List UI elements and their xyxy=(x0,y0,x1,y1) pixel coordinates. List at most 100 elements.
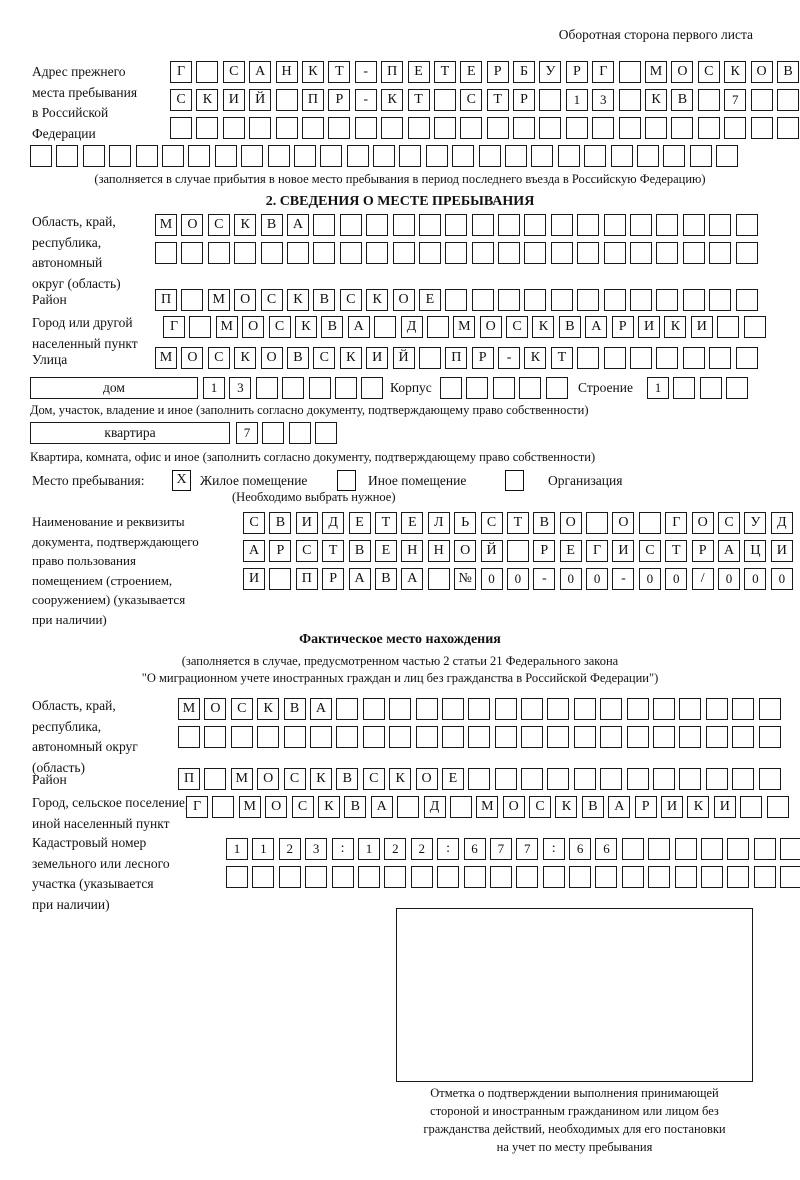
region-r2-cell-23[interactable] xyxy=(735,242,758,264)
actual-region-r2-cell-7[interactable] xyxy=(336,726,359,748)
region-r1-cell-6[interactable]: А xyxy=(286,214,309,236)
district-cell-9[interactable]: К xyxy=(366,289,389,311)
city-cell-11[interactable] xyxy=(426,316,449,338)
region-r1-cell-2[interactable]: О xyxy=(181,214,204,236)
district-cell-12[interactable] xyxy=(445,289,468,311)
prev-address-r3-cell-4[interactable] xyxy=(249,117,272,139)
actual-region-r1-cell-12[interactable] xyxy=(468,698,491,720)
street-cell-11[interactable] xyxy=(418,347,441,369)
actual-region-r1-cell-3[interactable]: С xyxy=(230,698,253,720)
region-r1-cell-3[interactable]: С xyxy=(207,214,230,236)
actual-settlement-cell-2[interactable] xyxy=(212,796,235,818)
actual-district-cell-2[interactable] xyxy=(204,768,227,790)
street-cell-19[interactable] xyxy=(630,347,653,369)
document-r1-cell-3[interactable]: И xyxy=(295,512,318,534)
region-r1-cell-4[interactable]: К xyxy=(234,214,257,236)
street-cell-7[interactable]: С xyxy=(313,347,336,369)
actual-settlement-cell-6[interactable]: К xyxy=(317,796,340,818)
actual-region-r1-cell-6[interactable]: А xyxy=(309,698,332,720)
region-r1-cell-1[interactable]: М xyxy=(155,214,177,236)
prev-address-r4-cell-13[interactable] xyxy=(346,145,369,167)
document-r2-cell-19[interactable]: А xyxy=(718,540,741,562)
document-r3-cell-17[interactable]: 0 xyxy=(665,568,688,590)
document-r2-cell-21[interactable]: И xyxy=(770,540,793,562)
prev-address-r3-cell-11[interactable] xyxy=(433,117,456,139)
stroenie-cell-4[interactable] xyxy=(726,377,749,399)
prev-address-r2-cell-17[interactable]: 3 xyxy=(592,89,615,111)
prev-address-r1-cell-1[interactable]: Г xyxy=(170,61,192,83)
document-r2-cell-3[interactable]: С xyxy=(295,540,318,562)
actual-region-r2-cell-4[interactable] xyxy=(257,726,280,748)
prev-address-r4-cell-4[interactable] xyxy=(109,145,132,167)
prev-address-r2-cell-20[interactable]: В xyxy=(671,89,694,111)
cadastral-r2-cell-3[interactable] xyxy=(278,866,301,888)
house-cell-4[interactable] xyxy=(282,377,305,399)
region-r1-cell-19[interactable] xyxy=(630,214,653,236)
prev-address-r4-cell-25[interactable] xyxy=(663,145,686,167)
prev-address-r1-cell-19[interactable]: М xyxy=(645,61,668,83)
city-cell-13[interactable]: О xyxy=(479,316,502,338)
document-r3-cell-9[interactable]: № xyxy=(454,568,477,590)
document-r1-cell-17[interactable]: Г xyxy=(665,512,688,534)
prev-address-r4-cell-6[interactable] xyxy=(161,145,184,167)
prev-address-r2-cell-2[interactable]: К xyxy=(196,89,219,111)
region-r2-cell-4[interactable] xyxy=(234,242,257,264)
prev-address-r2-cell-10[interactable]: Т xyxy=(407,89,430,111)
actual-region-r2-cell-17[interactable] xyxy=(600,726,623,748)
prev-address-r2-cell-18[interactable] xyxy=(618,89,641,111)
actual-district-cell-7[interactable]: В xyxy=(336,768,359,790)
document-r3-cell-16[interactable]: 0 xyxy=(638,568,661,590)
prev-address-r3-cell-23[interactable] xyxy=(750,117,773,139)
district-cell-1[interactable]: П xyxy=(155,289,177,311)
street-cell-16[interactable]: Т xyxy=(550,347,573,369)
korpus-cell-4[interactable] xyxy=(519,377,542,399)
actual-region-r1-cell-2[interactable]: О xyxy=(204,698,227,720)
prev-address-r1-cell-17[interactable]: Г xyxy=(592,61,615,83)
cadastral-r1-cell-12[interactable]: 7 xyxy=(516,838,539,860)
cadastral-r1-cell-11[interactable]: 7 xyxy=(489,838,512,860)
prev-address-r4-cell-19[interactable] xyxy=(505,145,528,167)
district-cell-14[interactable] xyxy=(498,289,521,311)
actual-region-r2-cell-18[interactable] xyxy=(626,726,649,748)
actual-district-cell-21[interactable] xyxy=(705,768,728,790)
region-r2-cell-18[interactable] xyxy=(603,242,626,264)
prev-address-r4-cell-1[interactable] xyxy=(30,145,52,167)
street-cell-10[interactable]: Й xyxy=(392,347,415,369)
prev-address-r2-cell-11[interactable] xyxy=(433,89,456,111)
document-r3-cell-13[interactable]: 0 xyxy=(559,568,582,590)
document-r2-cell-15[interactable]: И xyxy=(612,540,635,562)
house-cell-6[interactable] xyxy=(334,377,357,399)
prev-address-r2-cell-6[interactable]: П xyxy=(301,89,324,111)
document-r2-cell-4[interactable]: Т xyxy=(322,540,345,562)
flat-cell-1[interactable]: 7 xyxy=(236,422,258,444)
prev-address-r4-cell-2[interactable] xyxy=(56,145,79,167)
actual-district-cell-13[interactable] xyxy=(494,768,517,790)
prev-address-r2-cell-1[interactable]: С xyxy=(170,89,192,111)
city-cell-5[interactable]: С xyxy=(268,316,291,338)
prev-address-r2-cell-22[interactable]: 7 xyxy=(724,89,747,111)
district-cell-11[interactable]: Е xyxy=(418,289,441,311)
prev-address-r1-cell-10[interactable]: Е xyxy=(407,61,430,83)
prev-address-r4-cell-16[interactable] xyxy=(425,145,448,167)
document-r1-cell-14[interactable] xyxy=(586,512,609,534)
actual-district-cell-20[interactable] xyxy=(679,768,702,790)
korpus-cell-2[interactable] xyxy=(466,377,489,399)
cadastral-r1-cell-22[interactable] xyxy=(780,838,800,860)
actual-district-cell-6[interactable]: К xyxy=(309,768,332,790)
document-r1-cell-21[interactable]: Д xyxy=(770,512,793,534)
district-cell-10[interactable]: О xyxy=(392,289,415,311)
street-cell-4[interactable]: К xyxy=(234,347,257,369)
city-cell-10[interactable]: Д xyxy=(400,316,423,338)
actual-settlement-cell-16[interactable]: В xyxy=(581,796,604,818)
cadastral-r2-cell-9[interactable] xyxy=(437,866,460,888)
prev-address-r1-cell-24[interactable]: В xyxy=(776,61,799,83)
cadastral-r2-cell-12[interactable] xyxy=(516,866,539,888)
district-cell-16[interactable] xyxy=(550,289,573,311)
cadastral-r2-cell-13[interactable] xyxy=(542,866,565,888)
district-cell-21[interactable] xyxy=(682,289,705,311)
region-r1-cell-17[interactable] xyxy=(577,214,600,236)
document-r2-cell-8[interactable]: Н xyxy=(427,540,450,562)
